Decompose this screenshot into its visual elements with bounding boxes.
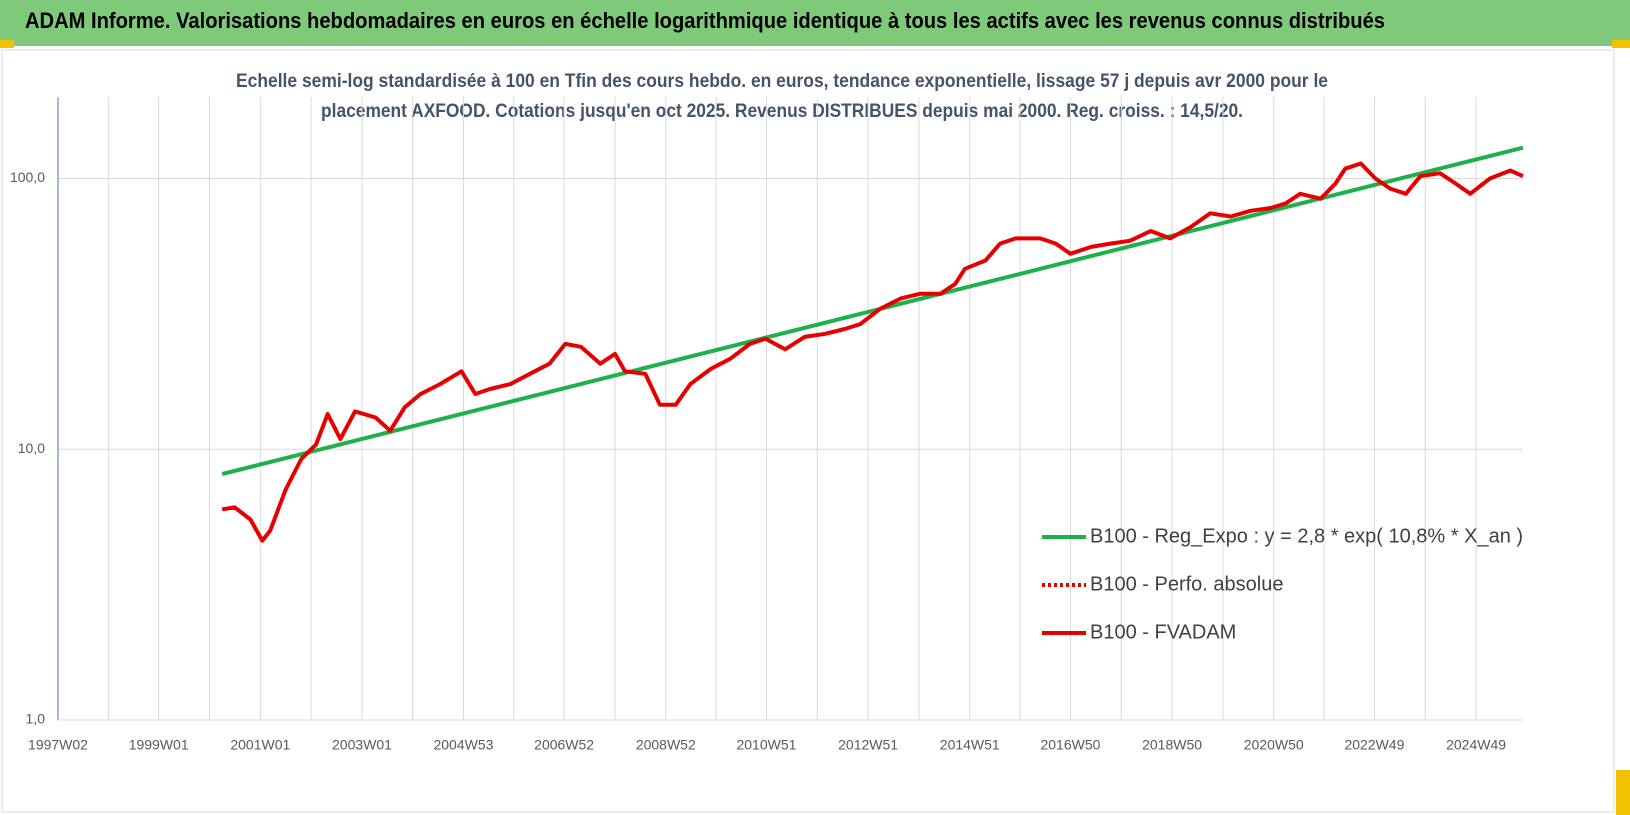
legend-label: B100 - FVADAM (1090, 621, 1236, 643)
corner-mark (1616, 770, 1630, 815)
chart-frame (1, 49, 1615, 813)
y-tick-label: 10,0 (18, 440, 45, 456)
series-line (221, 161, 1524, 543)
y-tick-label: 1,0 (26, 711, 46, 727)
x-tick-label: 2012W51 (838, 737, 898, 753)
x-tick-label: 2020W50 (1244, 737, 1304, 753)
header-title: ADAM Informe. Valorisations hebdomadaire… (25, 8, 1385, 33)
corner-mark (0, 40, 14, 48)
x-tick-label: 2014W51 (940, 737, 1000, 753)
x-tick-label: 1997W02 (28, 737, 88, 753)
chart-subtitle: Echelle semi-log standardisée à 100 en T… (236, 71, 1328, 92)
x-tick-label: 2022W49 (1344, 737, 1404, 753)
legend-label: B100 - Perfo. absolue (1090, 573, 1283, 595)
plot-area: 1,0 10,0 100,0 1997W02 1999W01 2001W01 2003W01… (10, 97, 1524, 753)
series-line (221, 145, 1524, 476)
legend-label: B100 - Reg_Expo : y = 2,8 * exp( 10,8% *… (1090, 525, 1523, 547)
x-tick-label: 2001W01 (230, 737, 290, 753)
x-tick-label: 2016W50 (1040, 737, 1100, 753)
y-tick-label: 100,0 (10, 169, 45, 185)
x-tick-label: 2006W52 (534, 737, 594, 753)
x-tick-label: 2004W53 (433, 737, 493, 753)
x-tick-label: 1999W01 (129, 737, 189, 753)
x-tick-label: 2018W50 (1142, 737, 1202, 753)
corner-mark (1612, 40, 1630, 48)
x-tick-label: 2003W01 (332, 737, 392, 753)
chart-subtitle: placement AXFOOD. Cotations jusqu'en oct… (321, 101, 1243, 122)
x-tick-label: 2010W51 (736, 737, 796, 753)
x-tick-label: 2008W52 (636, 737, 696, 753)
header-bar (0, 0, 1630, 46)
x-tick-label: 2024W49 (1446, 737, 1506, 753)
